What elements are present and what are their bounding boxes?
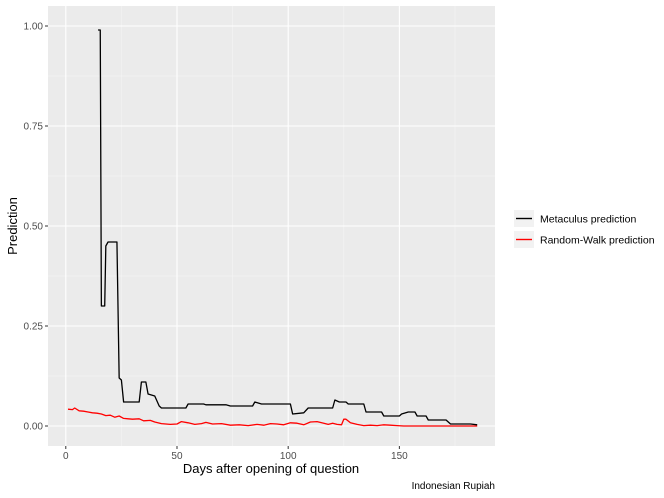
series-layer	[67, 29, 478, 427]
series-line-random-walk	[67, 407, 478, 427]
x-axis: 0 50 100 150	[63, 446, 408, 462]
x-tick-label: 100	[280, 451, 297, 462]
legend-label-random-walk: Random-Walk prediction	[540, 235, 655, 247]
y-axis: 0.00 0.25 0.50 0.75 1.00	[24, 22, 48, 433]
y-tick-label: 0.25	[24, 322, 44, 333]
y-tick-label: 0.75	[24, 122, 44, 133]
x-tick-label: 50	[171, 451, 183, 462]
y-tick-label: 0.00	[24, 422, 44, 433]
x-tick-label: 0	[63, 451, 69, 462]
x-tick-label: 150	[391, 451, 408, 462]
x-axis-title: Days after opening of question	[183, 461, 359, 476]
y-axis-title: Prediction	[5, 197, 20, 255]
major-gridlines	[48, 6, 495, 446]
chart-caption: Indonesian Rupiah	[412, 481, 495, 492]
y-tick-label: 0.50	[24, 222, 44, 233]
legend-label-metaculus: Metaculus prediction	[540, 214, 636, 226]
y-tick-label: 1.00	[24, 22, 44, 33]
series-line-metaculus	[98, 29, 478, 426]
legend: Metaculus prediction Random-Walk predict…	[514, 210, 655, 248]
